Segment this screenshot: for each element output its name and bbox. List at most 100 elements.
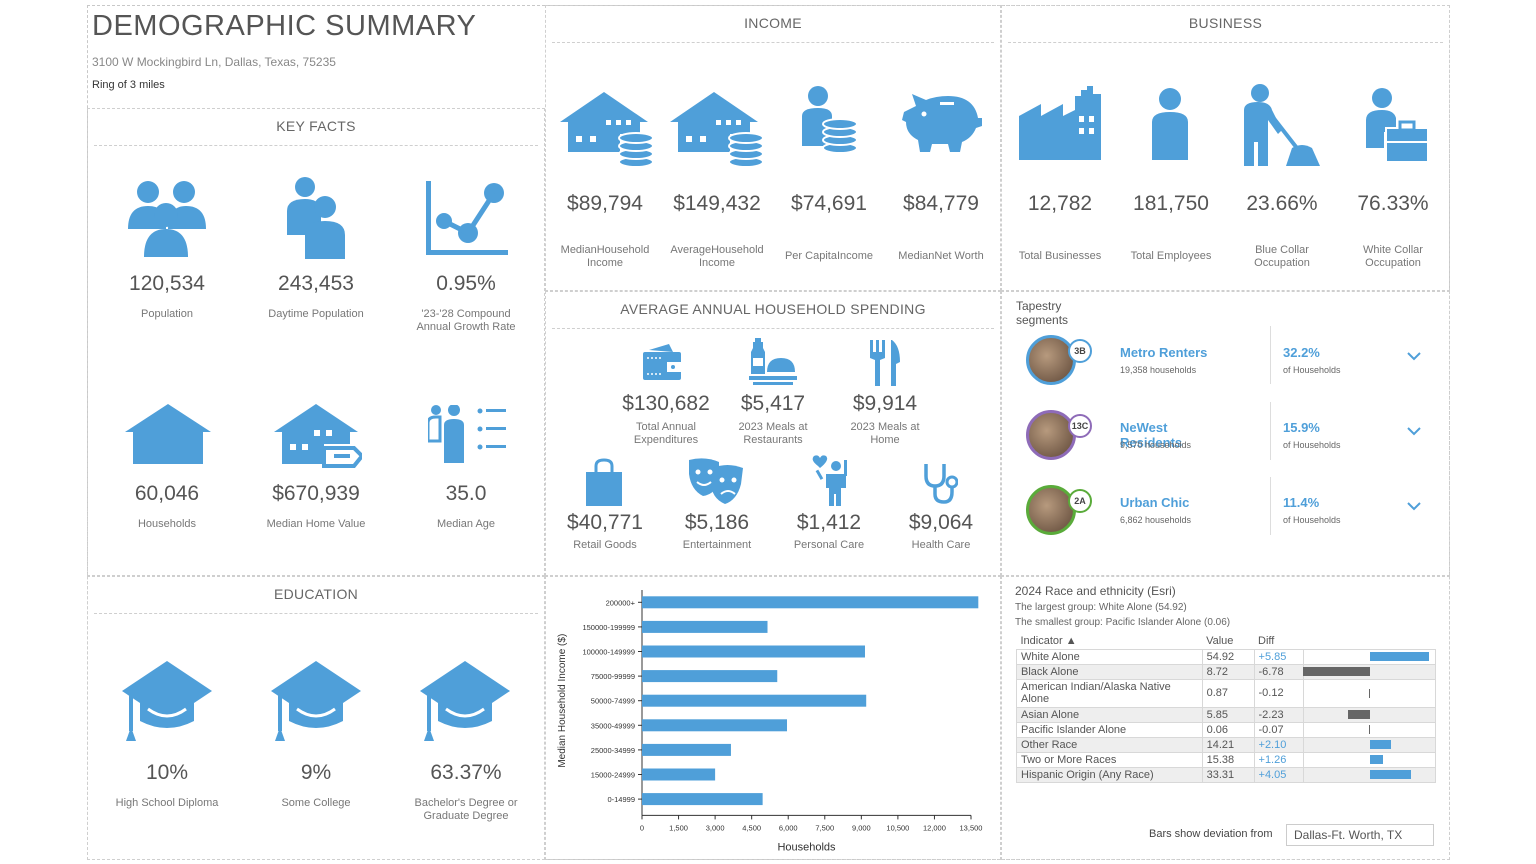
indicator-column-header[interactable]: Indicator ▲ xyxy=(1016,634,1203,649)
diff-cell: +1.26 xyxy=(1253,751,1305,768)
x-tick-label: 9,000 xyxy=(852,823,871,832)
shopping-bag-icon xyxy=(586,458,622,506)
segment-name[interactable]: NeWest Residents xyxy=(1120,420,1183,450)
diff-cell: -6.78 xyxy=(1253,663,1305,680)
value-cell: 14.21 xyxy=(1201,736,1255,753)
table-row: Other Race 14.21 +2.10 xyxy=(1016,736,1436,753)
white-collar-icon xyxy=(1364,88,1428,164)
diff-cell: -2.23 xyxy=(1253,706,1305,723)
segment-percent: 11.4% xyxy=(1283,495,1320,510)
value-column-header[interactable]: Value xyxy=(1202,634,1255,649)
chevron-down-icon[interactable] xyxy=(1406,349,1422,361)
white-collar-label: White Collar Occupation xyxy=(1363,244,1423,269)
meals-restaurants-label: 2023 Meals at Restaurants xyxy=(738,421,808,446)
tapestry-row[interactable]: 13C NeWest Residents 9,570 households 15… xyxy=(1018,408,1438,468)
some-college-label: Some College xyxy=(281,797,351,809)
segment-name[interactable]: Metro Renters xyxy=(1120,345,1208,360)
median-age-value: 35.0 xyxy=(445,482,487,505)
indicator-cell: Black Alone xyxy=(1016,663,1203,680)
segment-code-badge: 2A xyxy=(1068,489,1092,513)
graduation-cap-icon xyxy=(122,661,212,741)
page-title: DEMOGRAPHIC SUMMARY xyxy=(92,10,477,42)
segment-name[interactable]: Urban Chic xyxy=(1120,495,1190,510)
households-value: 60,046 xyxy=(134,482,200,505)
indicator-cell: Other Race xyxy=(1016,736,1203,753)
indicator-cell: Hispanic Origin (Any Race) xyxy=(1016,766,1203,783)
segment-percent: 32.2% xyxy=(1283,345,1320,360)
home-value-icon xyxy=(274,404,362,470)
restaurant-meal-icon xyxy=(749,338,797,386)
segment-households: 6,862 households xyxy=(1120,515,1192,525)
personal-care-value: $1,412 xyxy=(796,511,862,534)
value-cell: 33.31 xyxy=(1201,766,1255,783)
deviation-select[interactable]: Dallas-Ft. Worth, TX xyxy=(1286,824,1434,846)
segment-code: 3B xyxy=(1074,346,1086,356)
race-largest: The largest group: White Alone (54.92) xyxy=(1015,602,1187,613)
growth-rate-label: '23-'28 Compound Annual Growth Rate xyxy=(416,308,516,333)
tapestry-row[interactable]: 2A Urban Chic 6,862 households 11.4% of … xyxy=(1018,483,1438,543)
table-row: White Alone 54.92 +5.85 xyxy=(1016,648,1436,665)
population-label: Population xyxy=(141,308,193,320)
segment-code-badge: 3B xyxy=(1068,339,1092,363)
race-panel xyxy=(1001,576,1450,860)
bar xyxy=(642,645,865,658)
total-employees-label: Total Employees xyxy=(1130,250,1212,262)
x-tick-label: 1,500 xyxy=(669,823,688,832)
business-header: BUSINESS xyxy=(1188,15,1263,31)
tapestry-row[interactable]: 3B Metro Renters 19,358 households 32.2%… xyxy=(1018,333,1438,393)
table-row: Two or More Races 15.38 +1.26 xyxy=(1016,751,1436,768)
diff-cell: -0.12 xyxy=(1253,678,1305,708)
deviation-bar-cell xyxy=(1303,678,1436,708)
deviation-bar xyxy=(1370,770,1411,779)
high-school-value: 10% xyxy=(145,761,189,784)
average-household-income-value: $149,432 xyxy=(673,192,761,215)
growth-chart-icon xyxy=(426,181,508,255)
income-panel: INCOME $89,794 MedianHousehold Income $1… xyxy=(545,5,1001,291)
stethoscope-icon xyxy=(922,462,958,504)
personal-care-label: Personal Care xyxy=(793,539,865,551)
retail-goods-value: $40,771 xyxy=(567,511,643,534)
segment-photo xyxy=(1026,335,1076,385)
per-capita-income-value: $74,691 xyxy=(791,192,867,215)
white-collar-value: 76.33% xyxy=(1357,192,1429,215)
person-coins-icon xyxy=(802,86,858,154)
segment-percent-label: of Households xyxy=(1283,365,1341,375)
meals-home-label: 2023 Meals at Home xyxy=(850,421,920,446)
bar xyxy=(642,596,979,609)
segment-code: 2A xyxy=(1074,496,1086,506)
diff-cell: -0.07 xyxy=(1253,721,1305,738)
x-tick-label: 4,500 xyxy=(742,823,761,832)
meals-restaurants-value: $5,417 xyxy=(740,392,806,415)
diff-cell: +2.10 xyxy=(1253,736,1305,753)
y-tick-label: 25000-34999 xyxy=(591,746,635,755)
house-coins-icon xyxy=(560,92,654,168)
segment-photo xyxy=(1026,410,1076,460)
deviation-bar xyxy=(1370,740,1392,749)
median-home-value-label: Median Home Value xyxy=(266,518,366,530)
y-tick-label: 50000-74999 xyxy=(591,697,635,706)
median-home-value: $670,939 xyxy=(272,482,360,505)
value-cell: 0.87 xyxy=(1201,678,1255,708)
tapestry-header: Tapestry segments xyxy=(1016,299,1069,327)
income-header: INCOME xyxy=(744,15,802,31)
segment-households: 9,570 households xyxy=(1120,440,1192,450)
y-tick-label: 150000-199999 xyxy=(582,623,635,632)
health-care-label: Health Care xyxy=(911,539,971,551)
bar xyxy=(642,793,763,806)
chevron-down-icon[interactable] xyxy=(1406,499,1422,511)
y-tick-label: 35000-49999 xyxy=(591,721,635,730)
deviation-bar-cell xyxy=(1303,648,1436,665)
table-row: Black Alone 8.72 -6.78 xyxy=(1016,663,1436,680)
chevron-down-icon[interactable] xyxy=(1406,424,1422,436)
deviation-bar-cell xyxy=(1303,751,1436,768)
race-smallest: The smallest group: Pacific Islander Alo… xyxy=(1015,617,1231,628)
diff-column-header[interactable]: Diff xyxy=(1254,634,1304,649)
growth-rate-value: 0.95% xyxy=(436,272,496,295)
indicator-cell: American Indian/Alaska Native Alone xyxy=(1016,678,1203,708)
table-row: American Indian/Alaska Native Alone 0.87… xyxy=(1016,678,1436,708)
y-tick-label: 75000-99999 xyxy=(591,672,635,681)
table-row: Pacific Islander Alone 0.06 -0.07 xyxy=(1016,721,1436,738)
population-value: 120,534 xyxy=(129,272,205,295)
x-axis-title: Households xyxy=(777,841,836,853)
table-row: Hispanic Origin (Any Race) 33.31 +4.05 xyxy=(1016,766,1436,783)
